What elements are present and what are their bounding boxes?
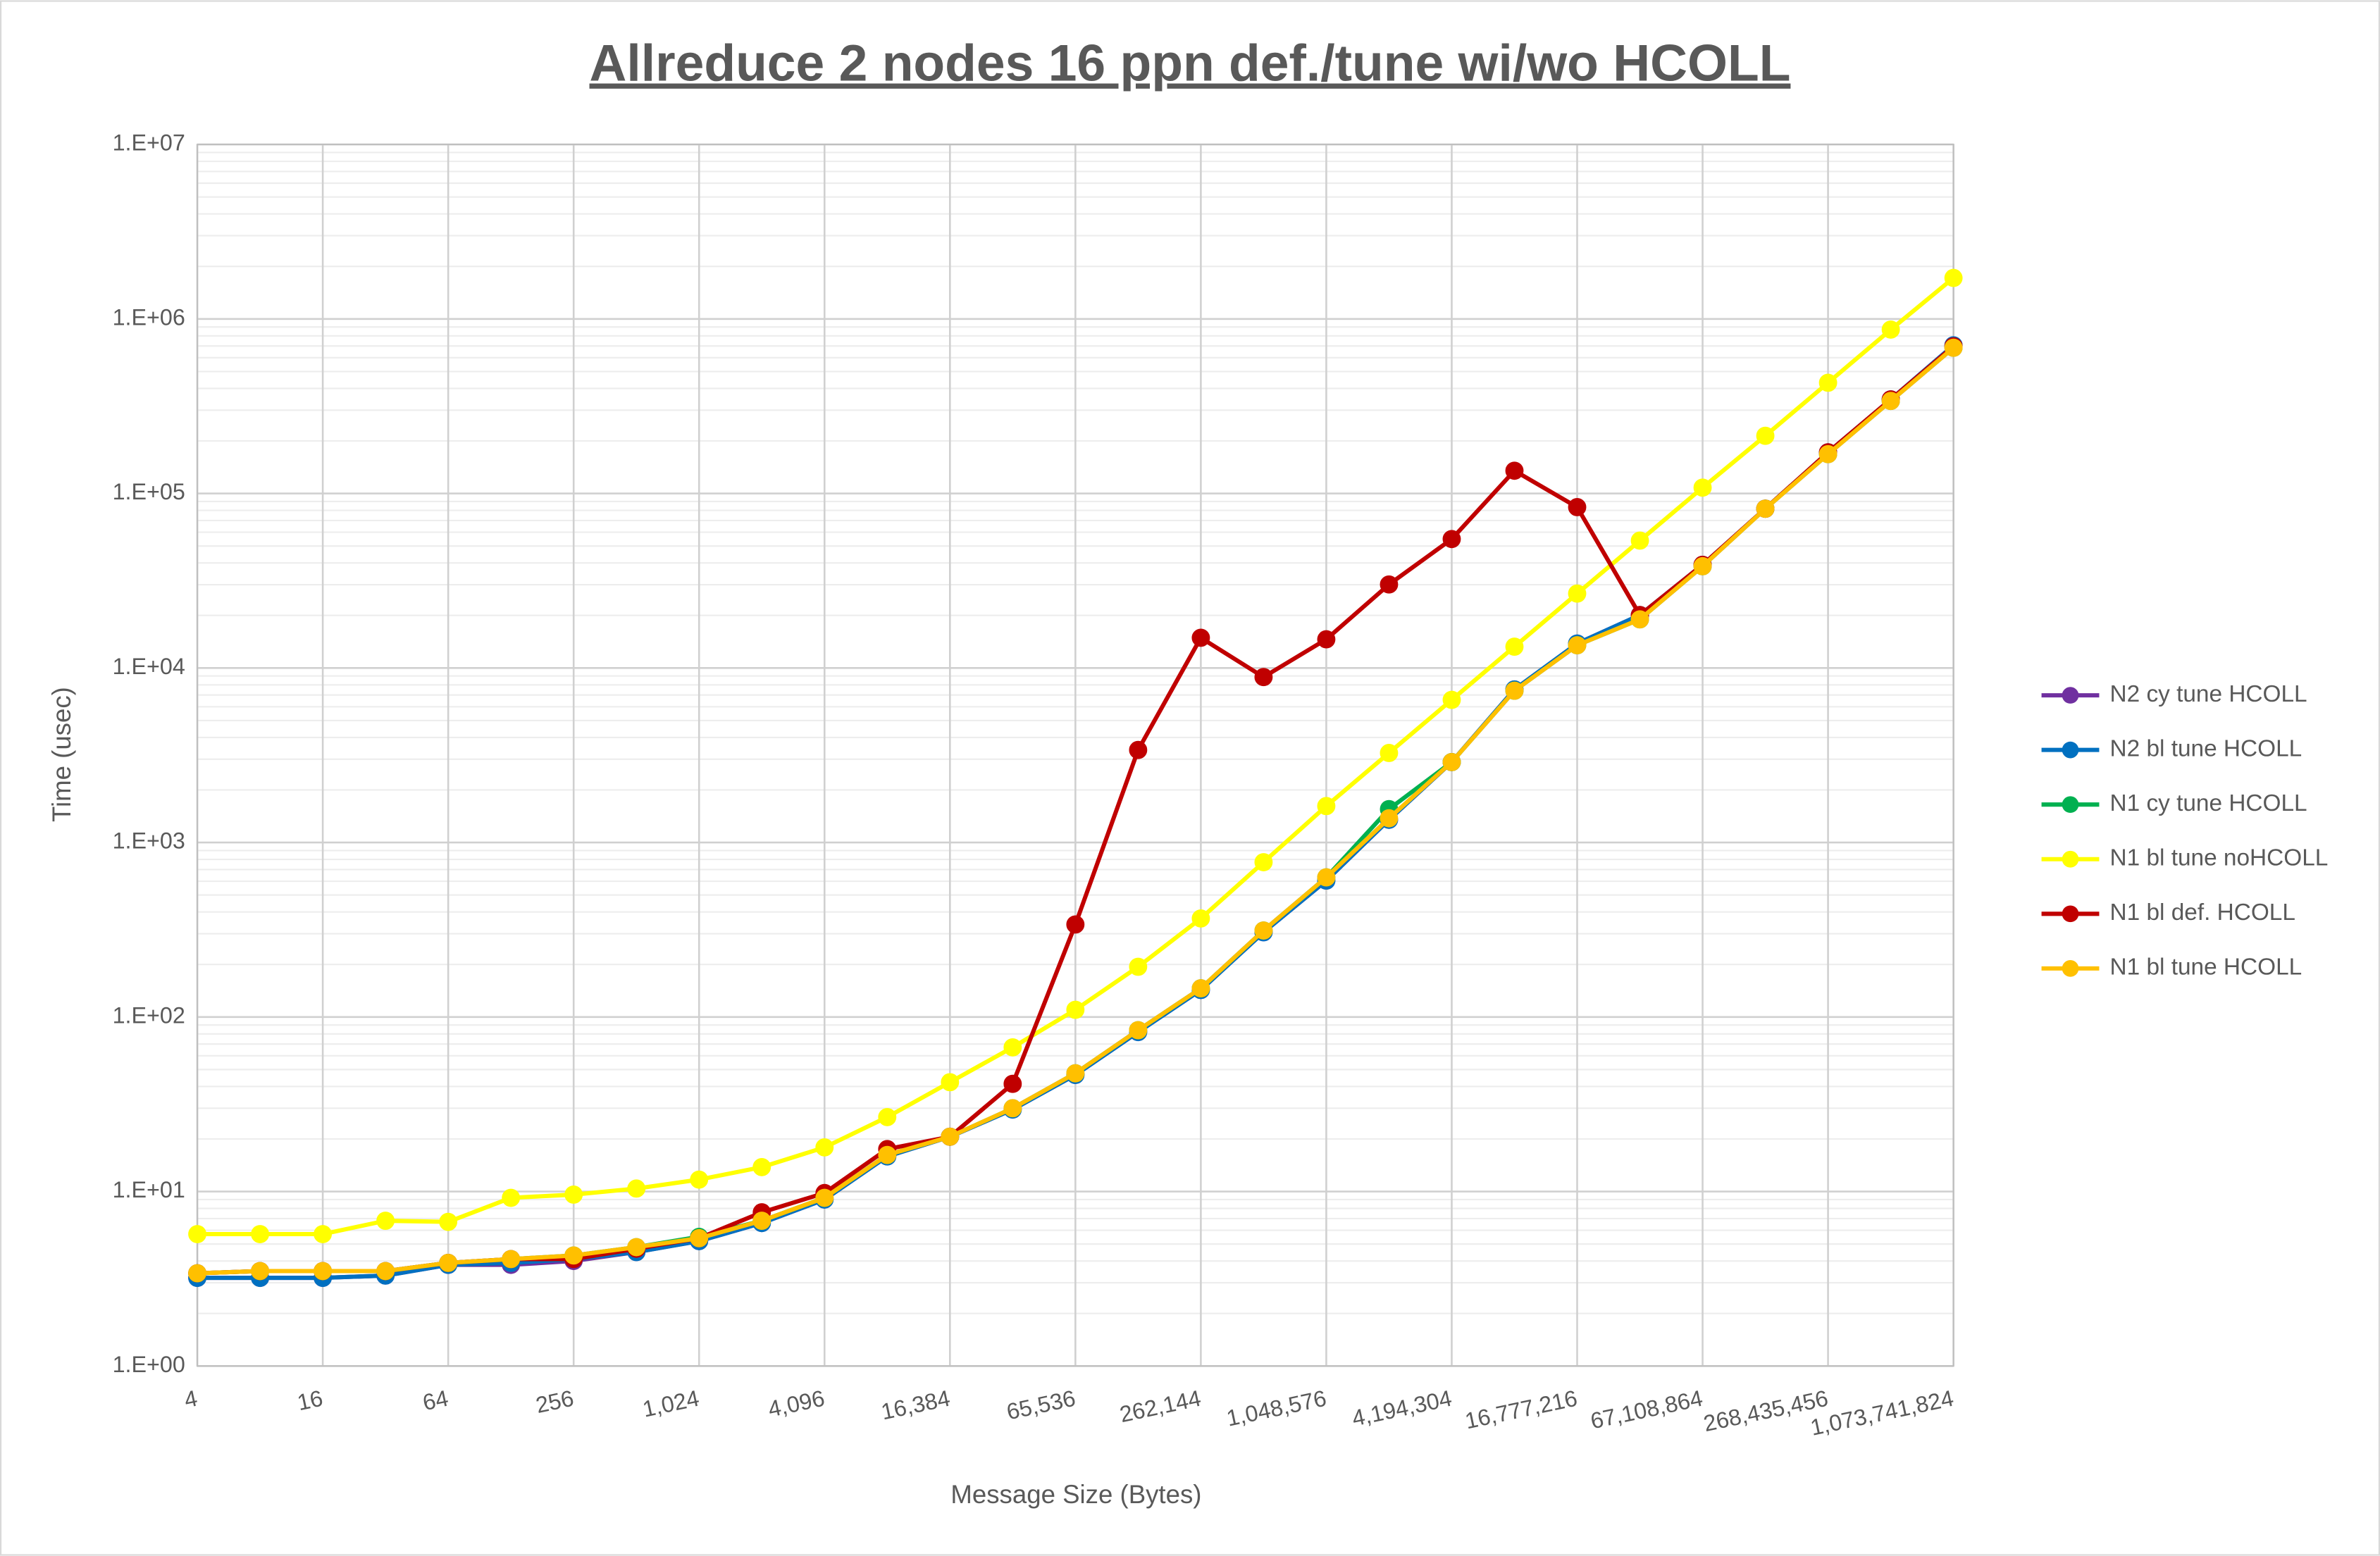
legend-label: N1 cy tune HCOLL [2110,790,2307,816]
y-tick-label: 1.E+06 [113,304,185,330]
data-point [1066,915,1085,934]
data-point [1818,444,1837,463]
data-point [376,1212,395,1230]
data-point [1317,630,1336,649]
legend-label: N1 bl def. HCOLL [2110,900,2295,926]
legend-marker [2062,741,2079,759]
data-point [1630,610,1649,629]
data-point [1756,426,1775,445]
data-point [690,1228,709,1247]
data-point [1505,681,1524,700]
x-axis-title: Message Size (Bytes) [950,1480,1201,1509]
data-point [1191,628,1210,647]
data-point [439,1212,458,1231]
y-tick-label: 1.E+04 [113,654,185,679]
data-point [376,1262,395,1281]
data-point [1380,575,1399,594]
legend-label: N1 bl tune noHCOLL [2110,845,2329,871]
data-point [1442,752,1461,771]
data-point [314,1225,333,1243]
legend-label: N2 bl tune HCOLL [2110,735,2302,761]
data-point [564,1246,583,1265]
data-point [564,1185,583,1204]
legend-marker [2062,796,2079,814]
data-point [188,1225,206,1243]
data-point [251,1225,270,1243]
data-point [1254,668,1273,687]
data-point [439,1253,458,1272]
data-point [1066,1000,1085,1019]
data-point [1003,1099,1022,1118]
legend-label: N2 cy tune HCOLL [2110,681,2307,707]
data-point [314,1262,333,1281]
data-point [1693,478,1712,497]
data-point [1003,1074,1022,1093]
data-point [1944,268,1963,287]
data-point [1317,797,1336,816]
data-point [878,1145,897,1164]
data-point [1317,868,1336,887]
x-tick-label: 16 [295,1386,326,1416]
data-point [188,1264,206,1283]
data-point [1442,530,1461,549]
data-point [1881,392,1900,411]
data-point [1129,1021,1148,1040]
data-point [1380,809,1399,828]
data-point [1630,531,1649,550]
data-point [1191,979,1210,998]
data-point [627,1179,646,1198]
data-point [1003,1038,1022,1057]
y-axis-title: Time (usec) [47,687,76,822]
data-point [1254,853,1273,871]
data-point [627,1238,646,1257]
chart-title: Allreduce 2 nodes 16 ppn def./tune wi/wo… [590,35,1791,92]
data-point [1693,556,1712,575]
plot-frame [196,143,1954,1367]
data-point [1756,499,1775,518]
data-point [1505,461,1524,480]
legend-marker [2062,687,2079,704]
data-point [502,1250,521,1269]
data-point [1568,498,1587,516]
data-point [1818,373,1837,392]
x-tick-label: 64 [421,1386,451,1416]
data-point [1505,637,1524,656]
y-tick-label: 1.E+01 [113,1177,185,1202]
data-point [1066,1064,1085,1083]
data-point [251,1262,270,1281]
data-point [1129,740,1148,759]
legend-label: N1 bl tune HCOLL [2110,954,2302,981]
data-point [752,1212,771,1230]
data-point [1442,690,1461,709]
data-point [1380,744,1399,762]
data-point [941,1073,960,1092]
data-point [815,1138,834,1157]
data-point [690,1170,709,1189]
y-tick-label: 1.E+03 [113,828,185,854]
data-point [1254,921,1273,940]
data-point [878,1107,897,1126]
legend-marker [2062,960,2079,977]
y-tick-label: 1.E+07 [113,130,185,156]
data-point [815,1188,834,1207]
data-point [502,1188,521,1207]
data-point [752,1157,771,1176]
y-tick-label: 1.E+05 [113,479,185,504]
data-point [1568,636,1587,654]
y-tick-label: 1.E+02 [113,1002,185,1028]
data-point [1191,909,1210,928]
data-point [1944,338,1963,357]
data-point [1129,957,1148,976]
legend-marker [2062,850,2079,868]
data-point [941,1127,960,1146]
y-tick-label: 1.E+00 [113,1352,185,1377]
data-point [1568,584,1587,603]
data-point [1881,320,1900,339]
legend-marker [2062,905,2079,923]
